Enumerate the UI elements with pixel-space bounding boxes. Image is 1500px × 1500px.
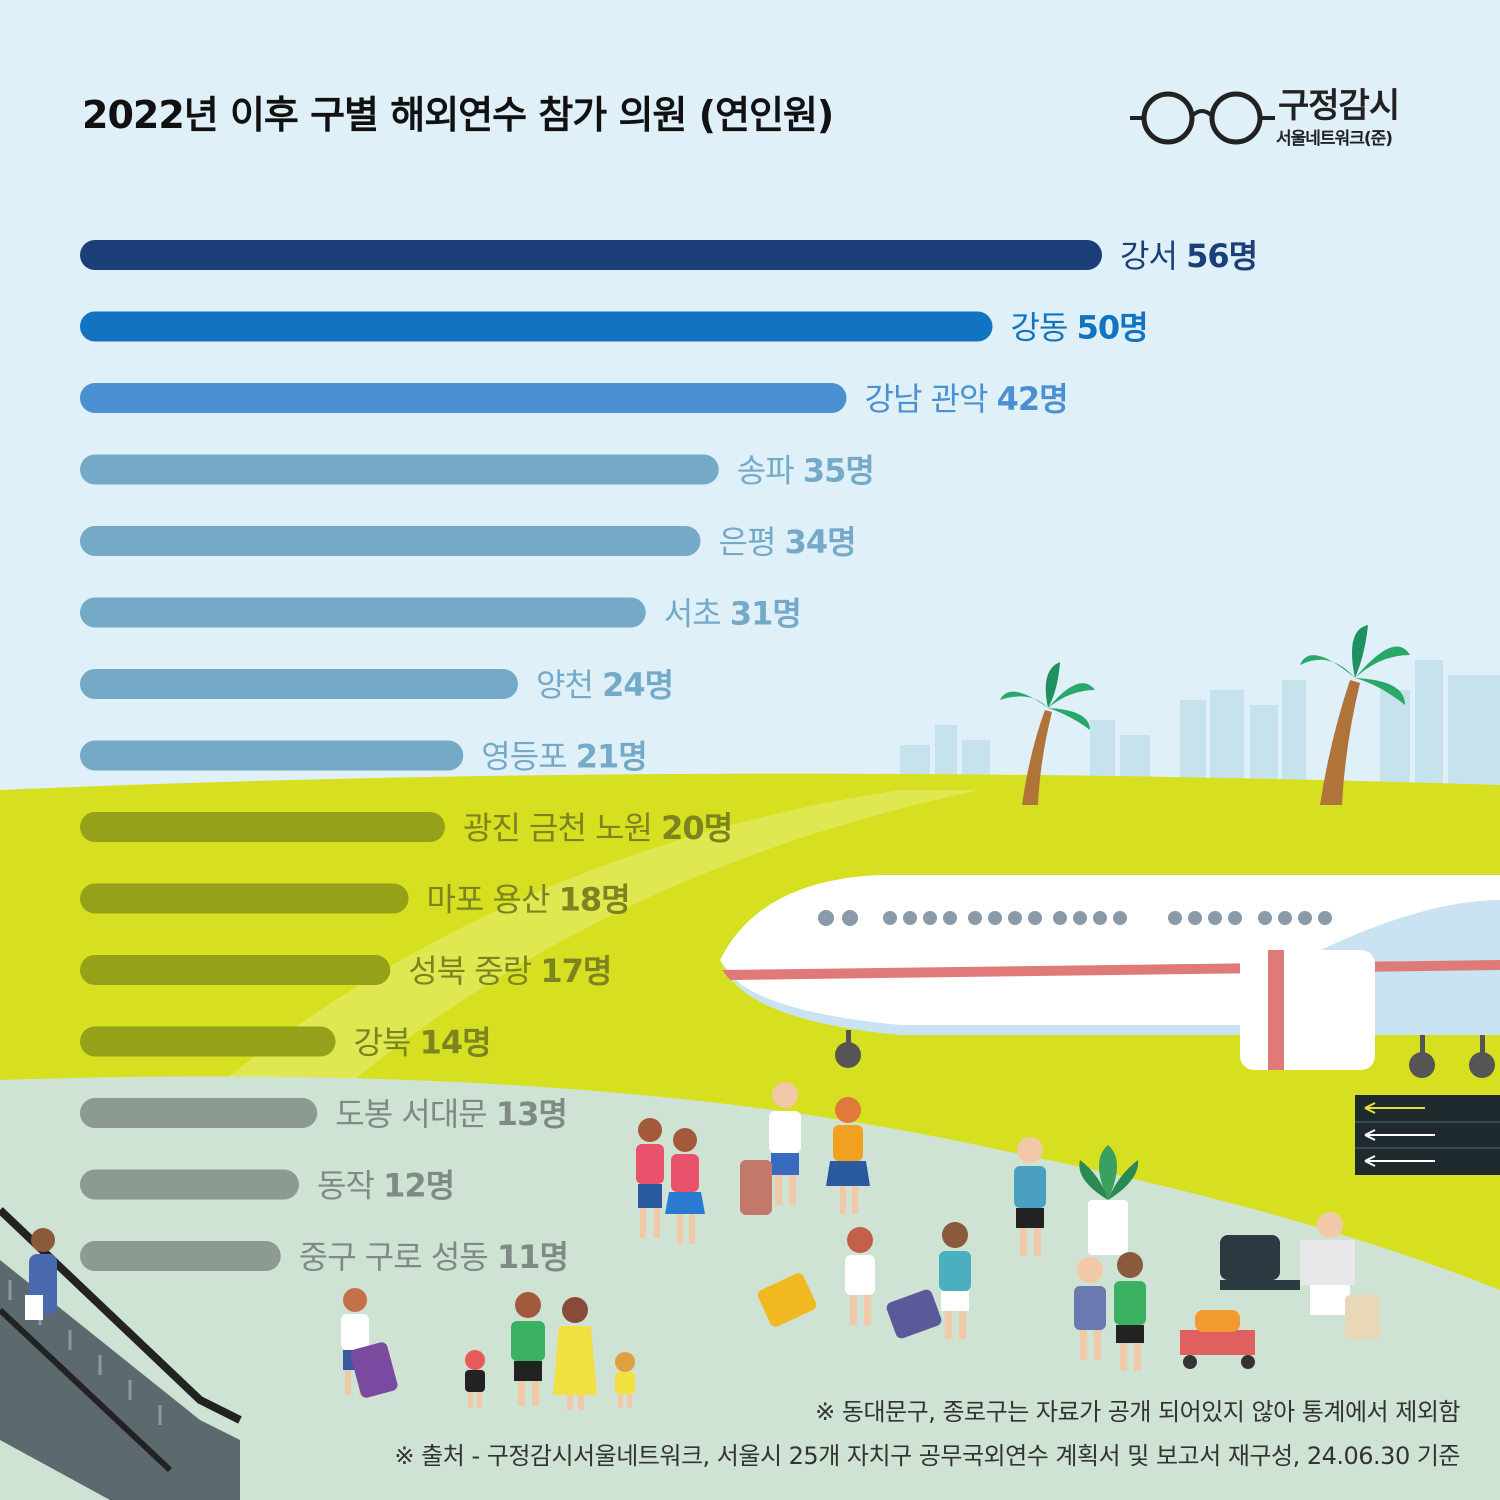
palm-tree-icon xyxy=(1000,662,1095,805)
category-label: 강남 관악 xyxy=(865,380,997,418)
bar-14 xyxy=(80,1169,299,1200)
suitcase-icon xyxy=(350,1342,398,1398)
suitcase-icon xyxy=(757,1273,817,1327)
bar-4 xyxy=(80,454,719,485)
bar-12 xyxy=(80,1026,336,1057)
direction-sign-icon xyxy=(1355,1095,1500,1175)
category-label: 중구 구로 성동 xyxy=(299,1238,497,1276)
value-label: 50명 xyxy=(1077,309,1148,347)
chart-title: 2022년 이후 구별 해외연수 참가 의원 (연인원) xyxy=(82,93,834,137)
bar-label-2: 강동 50명 xyxy=(1011,309,1148,347)
bar-label-3: 강남 관악 42명 xyxy=(865,380,1068,418)
value-label: 21명 xyxy=(576,738,647,776)
category-label: 은평 xyxy=(719,523,785,561)
bar-10 xyxy=(80,883,409,914)
bar-label-7: 양천 24명 xyxy=(536,666,673,704)
value-label: 34명 xyxy=(785,523,856,561)
footnote-source: ※ 출처 - 구정감시서울네트워크, 서울시 25개 자치구 공무국외연수 계획… xyxy=(394,1442,1460,1470)
value-label: 20명 xyxy=(661,809,732,847)
value-label: 12명 xyxy=(383,1167,454,1205)
category-label: 마포 용산 xyxy=(427,881,559,919)
bar-label-5: 은평 34명 xyxy=(719,523,856,561)
logo-sub-text: 서울네트워크(준) xyxy=(1276,129,1393,149)
value-label: 35명 xyxy=(803,452,874,490)
footnote-exclusion: ※ 동대문구, 종로구는 자료가 공개 되어있지 않아 통계에서 제외함 xyxy=(815,1398,1460,1426)
value-label: 42명 xyxy=(997,380,1068,418)
bar-2 xyxy=(80,311,993,342)
category-label: 강동 xyxy=(1011,309,1077,347)
suitcase-icon xyxy=(740,1160,772,1215)
bar-label-6: 서초 31명 xyxy=(664,595,801,633)
bar-label-10: 마포 용산 18명 xyxy=(427,881,630,919)
bar-label-11: 성북 중랑 17명 xyxy=(408,952,611,990)
bar-15 xyxy=(80,1241,281,1271)
palm-tree-icon xyxy=(1300,625,1410,805)
category-label: 동작 xyxy=(317,1167,383,1205)
bar-8 xyxy=(80,740,464,771)
suitcase-icon xyxy=(886,1289,942,1339)
bar-label-12: 강북 14명 xyxy=(354,1024,491,1062)
glasses-icon xyxy=(1130,91,1275,145)
category-label: 성북 중랑 xyxy=(408,952,540,990)
value-label: 24명 xyxy=(602,666,673,704)
bar-label-1: 강서 56명 xyxy=(1120,237,1257,275)
plant-icon xyxy=(1079,1145,1139,1255)
escalator-icon xyxy=(0,1207,242,1500)
value-label: 31명 xyxy=(730,595,801,633)
category-label: 서초 xyxy=(664,595,730,633)
bar-label-13: 도봉 서대문 13명 xyxy=(335,1095,567,1133)
bar-11 xyxy=(80,955,391,985)
category-label: 강북 xyxy=(354,1024,420,1062)
value-label: 11명 xyxy=(497,1238,568,1276)
bar-3 xyxy=(80,383,847,413)
light-beam xyxy=(200,790,980,1100)
airplane-icon xyxy=(720,875,1500,1078)
suitcase-icon xyxy=(1345,1295,1380,1340)
bar-13 xyxy=(80,1098,318,1128)
value-label: 17명 xyxy=(540,952,611,990)
category-label: 양천 xyxy=(536,666,602,704)
traveler-figures xyxy=(25,1082,1380,1410)
logo-main-text: 구정감시 xyxy=(1278,86,1400,126)
category-label: 도봉 서대문 xyxy=(335,1095,496,1133)
category-label: 광진 금천 노원 xyxy=(463,809,661,847)
bar-9 xyxy=(80,812,445,842)
value-label: 13명 xyxy=(496,1095,567,1133)
bar-label-14: 동작 12명 xyxy=(317,1167,454,1205)
category-label: 영등포 xyxy=(481,738,576,776)
bar-label-4: 송파 35명 xyxy=(737,452,874,490)
bar-6 xyxy=(80,597,646,628)
bar-5 xyxy=(80,526,701,556)
value-label: 56명 xyxy=(1186,237,1257,275)
category-label: 송파 xyxy=(737,452,803,490)
bar-label-9: 광진 금천 노원 20명 xyxy=(463,809,732,847)
bar-label-8: 영등포 21명 xyxy=(481,738,646,776)
value-label: 18명 xyxy=(559,881,630,919)
bar-label-15: 중구 구로 성동 11명 xyxy=(299,1238,568,1276)
value-label: 14명 xyxy=(420,1024,491,1062)
brand-logo: 구정감시 서울네트워크(준) xyxy=(1130,78,1430,158)
luggage-cart-icon xyxy=(1180,1310,1255,1369)
bench-icon xyxy=(1220,1235,1300,1290)
bar-7 xyxy=(80,669,518,699)
category-label: 강서 xyxy=(1120,237,1186,275)
bar-1 xyxy=(80,240,1102,270)
